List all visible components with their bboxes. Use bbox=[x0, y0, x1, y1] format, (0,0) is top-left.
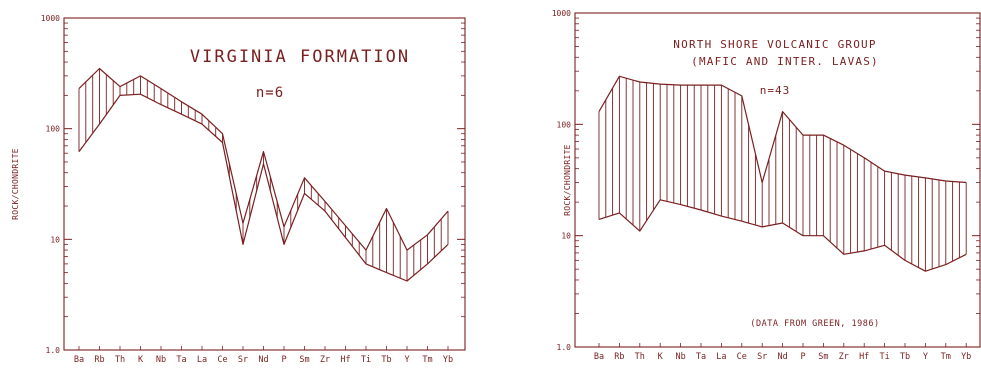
chart-subtitle: (MAFIC AND INTER. LAVAS) bbox=[691, 55, 879, 68]
y-tick-label: 10 bbox=[50, 235, 60, 244]
plot-frame bbox=[574, 12, 981, 348]
upper-bound-line bbox=[598, 75, 967, 184]
spider-plot-north-shore: NORTH SHORE VOLCANIC GROUP (MAFIC AND IN… bbox=[552, 9, 981, 362]
sample-count: n=43 bbox=[760, 84, 791, 97]
x-tick-label: Hf bbox=[859, 352, 869, 362]
x-tick-label: Tm bbox=[941, 352, 951, 362]
x-tick-label: La bbox=[716, 352, 726, 362]
y-tick-label: 1.0 bbox=[557, 343, 572, 352]
sample-count: n=6 bbox=[256, 85, 284, 101]
spider-plot-virginia: VIRGINIA FORMATION n=6 ROCK/CHONDRITE 10… bbox=[11, 14, 466, 365]
x-tick-label: Th bbox=[115, 355, 125, 365]
x-tick-label: Ta bbox=[696, 352, 706, 362]
y-tick-label: 100 bbox=[557, 120, 572, 129]
x-tick-label: Nd bbox=[777, 352, 787, 362]
y-axis-label: ROCK/CHONDRITE bbox=[563, 144, 572, 216]
x-tick-label: K bbox=[138, 355, 144, 365]
x-tick-label: Y bbox=[404, 355, 409, 365]
x-tick-label: La bbox=[197, 355, 207, 365]
upper-bound-line bbox=[78, 67, 449, 251]
plot-frame bbox=[63, 17, 466, 351]
x-tick-label: Sm bbox=[299, 355, 309, 365]
x-tick-label: Rb bbox=[614, 352, 624, 362]
x-tick-label: Ba bbox=[594, 352, 604, 362]
chart-title: VIRGINIA FORMATION bbox=[190, 47, 410, 67]
y-tick-label: 1.0 bbox=[46, 346, 61, 355]
y-axis-label: ROCK/CHONDRITE bbox=[11, 148, 20, 220]
x-tick-label: Sr bbox=[238, 355, 248, 365]
envelope-hatching bbox=[598, 76, 967, 272]
envelope-hatching bbox=[78, 68, 449, 281]
x-tick-label: Tm bbox=[422, 355, 432, 365]
y-tick-label: 1000 bbox=[41, 14, 60, 23]
data-source-note: (DATA FROM GREEN, 1986) bbox=[750, 319, 879, 329]
x-tick-label: Nd bbox=[258, 355, 268, 365]
x-tick-label: Ce bbox=[737, 352, 747, 362]
x-tick-label: Sr bbox=[757, 352, 767, 362]
x-tick-label: Nb bbox=[156, 355, 166, 365]
x-tick-label: Rb bbox=[94, 355, 104, 365]
x-tick-label: Sm bbox=[818, 352, 828, 362]
lower-bound-line bbox=[78, 93, 449, 282]
lower-bound-line bbox=[598, 199, 967, 272]
x-tick-label: Ta bbox=[176, 355, 186, 365]
x-tick-label: Zr bbox=[839, 352, 849, 362]
x-tick-label: K bbox=[658, 352, 664, 362]
x-tick-label: Y bbox=[923, 352, 928, 362]
x-tick-label: Ba bbox=[74, 355, 84, 365]
x-tick-label: P bbox=[800, 352, 805, 362]
y-tick-label: 100 bbox=[46, 125, 61, 134]
x-tick-label: Ti bbox=[361, 355, 371, 365]
chart-title: NORTH SHORE VOLCANIC GROUP bbox=[673, 38, 876, 51]
y-tick-label: 1000 bbox=[552, 9, 571, 18]
x-tick-label: Nb bbox=[675, 352, 685, 362]
x-tick-label: Th bbox=[635, 352, 645, 362]
x-tick-label: Hf bbox=[340, 355, 350, 365]
x-tick-label: Yb bbox=[443, 355, 453, 365]
x-tick-label: Yb bbox=[961, 352, 971, 362]
x-tick-label: Tb bbox=[900, 352, 910, 362]
x-tick-label: Ti bbox=[879, 352, 889, 362]
x-tick-label: P bbox=[281, 355, 286, 365]
x-tick-label: Tb bbox=[381, 355, 391, 365]
x-tick-label: Zr bbox=[320, 355, 330, 365]
y-tick-label: 10 bbox=[561, 232, 571, 241]
x-tick-label: Ce bbox=[217, 355, 227, 365]
